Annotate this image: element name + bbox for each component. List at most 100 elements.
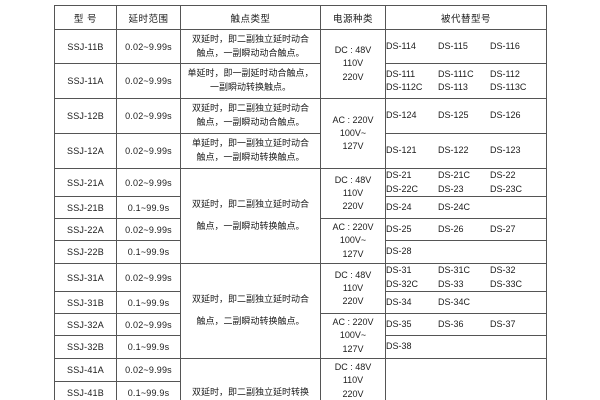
contact-text-line: 双延时，即二副独立延时动合: [191, 294, 309, 305]
replaced-model-line: DS-111 DS-111C DS-112: [386, 68, 546, 82]
replaced-model-line: DS-31 DS-31C DS-32: [386, 264, 546, 278]
table-header: 型 号 延时范围 触点类型 电源种类 被代替型号: [54, 5, 547, 30]
contact-text-line: 单延时，即一副延时动合触点，: [187, 68, 314, 79]
replaced-model-line: DS-22C DS-23 DS-23C: [386, 183, 546, 197]
cell-replaced-models: DS-38: [385, 335, 547, 359]
cell-contact: 单延时，即一副延时动合触点， 一副瞬动转换触点。: [180, 63, 321, 99]
table-row: SSJ-21B 0.1~99.9s DS-24 DS-24C: [54, 196, 547, 219]
replaced-model-item: DS-23C: [490, 183, 523, 194]
replaced-model-line: DS-34 DS-34C: [386, 296, 546, 310]
replaced-model-item: [438, 340, 490, 354]
header-replaced-model: 被代替型号: [385, 5, 547, 30]
power-line: 110V: [342, 375, 364, 386]
replaced-model-item: DS-31C: [438, 265, 471, 275]
replaced-model-item: DS-23: [438, 183, 464, 194]
cell-model: SSJ-31B: [54, 291, 117, 314]
cell-delay: 0.02~9.99s: [116, 98, 181, 134]
power-line: DC : 48V: [334, 174, 372, 185]
table-row: SSJ-12A 0.02~9.99s 单延时，即一副独立延时动合 触点，一副瞬动转…: [54, 133, 547, 169]
replaced-model-item: DS-121: [386, 145, 417, 156]
cell-delay: 0.02~9.99s: [116, 133, 181, 169]
replaced-model-item: DS-33: [438, 278, 464, 289]
cell-contact: 双延时，即二副独立延时动合 触点，一副瞬动动合触点。: [180, 29, 321, 64]
replaced-model-item: DS-22C: [386, 183, 419, 194]
table-row: SSJ-21A 0.02~9.99s 双延时，即二副独立延时动合 触点，一副瞬动转…: [54, 168, 547, 264]
replaced-model-item: DS-123: [490, 145, 521, 156]
table-body: SSJ-11B 0.02~9.99s 双延时，即二副独立延时动合 触点，一副瞬动动…: [54, 29, 547, 400]
cell-replaced-models: DS-114 DS-115 DS-116: [385, 29, 547, 64]
cell-model: SSJ-12B: [54, 98, 117, 134]
header-model: 型 号: [54, 5, 117, 30]
contact-text-line: 双延时，即二副独立延时动合: [191, 33, 309, 44]
replaced-model-item: DS-21C: [438, 170, 471, 180]
replaced-model-item: [490, 245, 542, 259]
replaced-model-item: DS-124: [386, 110, 417, 121]
cell-power-dc: DC : 48V 110V 220V: [320, 263, 386, 314]
cell-power-dc: DC : 48V 110V 220V: [320, 29, 386, 99]
power-line: DC : 48V: [334, 362, 372, 373]
replaced-model-item: DS-32: [490, 265, 516, 275]
cell-model: SSJ-21B: [54, 196, 117, 219]
table-row: SSJ-11A 0.02~9.99s 单延时，即一副延时动合触点， 一副瞬动转换触…: [54, 63, 547, 99]
cell-power-ac: AC : 220V 100V~ 127V: [320, 218, 386, 264]
cell-model: SSJ-22A: [54, 218, 117, 241]
cell-power-dc: DC : 48V 110V 220V: [320, 168, 386, 219]
contact-text-line: 触点，一副瞬动转换触点。: [196, 221, 305, 231]
power-line: DC : 48V: [334, 269, 372, 280]
replaced-model-item: DS-115: [438, 40, 468, 51]
header-delay-range: 延时范围: [116, 5, 181, 30]
cell-replaced-models: DS-111 DS-111C DS-112 DS-112C DS-113 DS-113C: [385, 63, 547, 99]
replaced-model-item: DS-113: [438, 82, 468, 92]
power-line: 110V: [342, 187, 364, 198]
replaced-model-item: DS-24: [386, 201, 412, 212]
cell-model: SSJ-21A: [54, 168, 117, 197]
replaced-model-item: DS-34C: [438, 296, 471, 307]
replaced-model-item: DS-27: [490, 223, 516, 234]
cell-model: SSJ-32A: [54, 313, 117, 336]
contact-text-line: 触点，二副瞬动转换触点。: [196, 316, 305, 326]
contact-text-line: 触点，一副瞬动动合触点。: [196, 117, 305, 127]
replaced-model-item: DS-35: [386, 318, 412, 329]
cell-delay: 0.02~9.99s: [116, 63, 181, 99]
cell-power-ac: AC : 220V 100V~ 127V: [320, 313, 386, 359]
contact-text-line: 触点，一副瞬动动合触点。: [196, 47, 305, 58]
replaced-model-line: DS-112C DS-113 DS-113C: [386, 81, 546, 95]
table-row: SSJ-32A 0.02~9.99s AC : 220V 100V~ 127V DS…: [54, 313, 547, 359]
cell-replaced-models: DS-24 DS-24C: [385, 196, 547, 219]
contact-text-line: 双延时，即二副独立延时动合: [191, 199, 309, 210]
cell-replaced-models: [385, 358, 547, 400]
replaced-model-line: DS-38: [386, 340, 546, 354]
replaced-model-item: [490, 201, 542, 215]
cell-contact: 双延时，即二副独立延时动合 触点，一副瞬动转换触点。: [180, 168, 321, 264]
contact-text-line: 双延时，即二副独立延时转换: [191, 386, 309, 397]
replaced-model-item: DS-37: [490, 318, 516, 329]
power-line: 127V: [342, 141, 364, 152]
cell-replaced-models: DS-31 DS-31C DS-32 DS-32C DS-33 DS-33C: [385, 263, 547, 292]
cell-delay: 0.02~9.99s: [116, 168, 181, 197]
power-line: 100V~: [339, 330, 367, 341]
replaced-model-line: DS-28: [386, 245, 546, 259]
table-row: SSJ-31B 0.1~99.9s DS-34 DS-34C: [54, 291, 547, 314]
cell-delay: 0.1~99.9s: [116, 240, 181, 264]
power-line: 100V~: [339, 127, 367, 138]
replaced-model-item: DS-116: [490, 40, 520, 51]
replaced-model-line: DS-32C DS-33 DS-33C: [386, 278, 546, 292]
cell-replaced-models: DS-34 DS-34C: [385, 291, 547, 314]
replaced-model-item: DS-111C: [438, 68, 474, 79]
power-line: 220V: [342, 388, 364, 399]
cell-replaced-models: DS-25 DS-26 DS-27: [385, 218, 547, 241]
power-line: 220V: [342, 201, 364, 212]
power-line: 220V: [342, 296, 364, 307]
power-line: 127V: [342, 343, 364, 354]
cell-delay: 0.1~99.9s: [116, 381, 181, 400]
power-line: 110V: [342, 282, 364, 293]
replaced-model-item: DS-112C: [386, 82, 423, 92]
replaced-model-item: DS-34: [386, 296, 412, 307]
cell-power-dc: DC : 48V 110V 220V: [320, 358, 386, 400]
power-line: AC : 220V: [332, 317, 374, 328]
replaced-model-item: DS-33C: [490, 278, 523, 289]
replaced-model-item: DS-21: [386, 170, 412, 180]
cell-model: SSJ-12A: [54, 133, 117, 169]
cell-delay: 0.02~9.99s: [116, 218, 181, 241]
